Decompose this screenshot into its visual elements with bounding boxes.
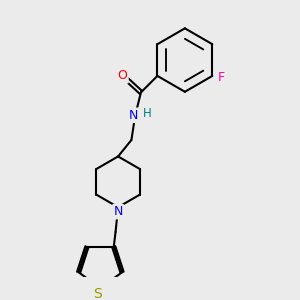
Text: S: S [93, 287, 101, 300]
Text: N: N [113, 205, 123, 218]
Text: F: F [218, 71, 225, 84]
Text: O: O [118, 69, 128, 82]
Text: N: N [128, 109, 138, 122]
Text: H: H [142, 107, 151, 121]
